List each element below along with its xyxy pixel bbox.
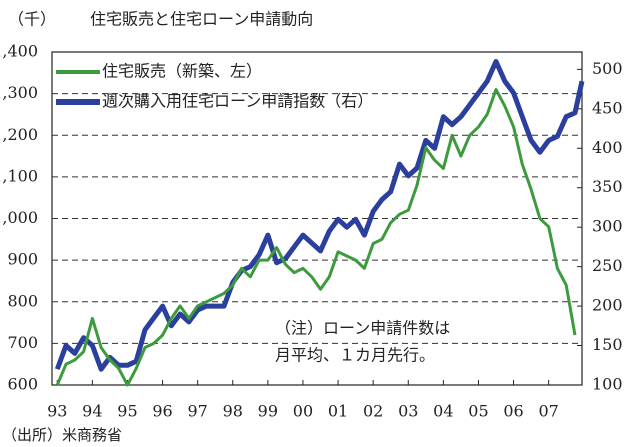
note: （注）ローン申請件数は	[275, 319, 450, 338]
x-tick-label: 94	[82, 402, 102, 421]
x-tick-label: 95	[117, 402, 137, 421]
y-tick-label: 600	[7, 375, 38, 394]
y-tick-label: 1,200	[0, 125, 38, 144]
y2-tick-label: 300	[592, 217, 623, 236]
legend-label: 週次購入用住宅ローン申請指数（右）	[102, 92, 373, 111]
legend-label: 住宅販売（新築、左）	[102, 62, 262, 81]
x-tick-label: 06	[503, 402, 523, 421]
y-tick-label: 1,400	[0, 42, 38, 61]
x-tick-label: 93	[47, 402, 67, 421]
x-tick-label: 04	[433, 402, 453, 421]
y-unit: （千）	[8, 10, 56, 29]
series-line	[55, 88, 577, 387]
x-tick-label: 99	[258, 402, 278, 421]
y2-tick-label: 150	[592, 335, 623, 354]
x-tick-label: 01	[328, 402, 348, 421]
y-tick-label: 700	[7, 333, 38, 352]
source: （出所）米商務省	[2, 426, 122, 444]
y2-tick-label: 500	[592, 59, 623, 78]
x-tick-label: 03	[398, 402, 418, 421]
y2-tick-label: 100	[592, 375, 623, 394]
y2-tick-label: 450	[592, 98, 623, 117]
x-tick-label: 00	[293, 402, 313, 421]
y2-tick-label: 350	[592, 177, 623, 196]
y-tick-label: 800	[7, 291, 38, 310]
chart-title: 住宅販売と住宅ローン申請動向	[90, 10, 313, 29]
y2-tick-label: 250	[592, 256, 623, 275]
x-tick-label: 05	[468, 402, 488, 421]
x-tick-label: 02	[363, 402, 383, 421]
y-tick-label: 1,300	[0, 83, 38, 102]
x-tick-label: 07	[538, 402, 558, 421]
y-tick-label: 1,000	[0, 208, 38, 227]
x-tick-label: 98	[223, 402, 243, 421]
x-tick-label: 96	[152, 402, 172, 421]
note: 月平均、１カ月先行。	[275, 346, 435, 365]
y-tick-label: 900	[7, 250, 38, 269]
y-tick-label: 1,100	[0, 166, 38, 185]
y2-tick-label: 200	[592, 296, 623, 315]
x-tick-label: 97	[187, 402, 207, 421]
series-line	[54, 59, 585, 372]
y2-tick-label: 400	[592, 138, 623, 157]
